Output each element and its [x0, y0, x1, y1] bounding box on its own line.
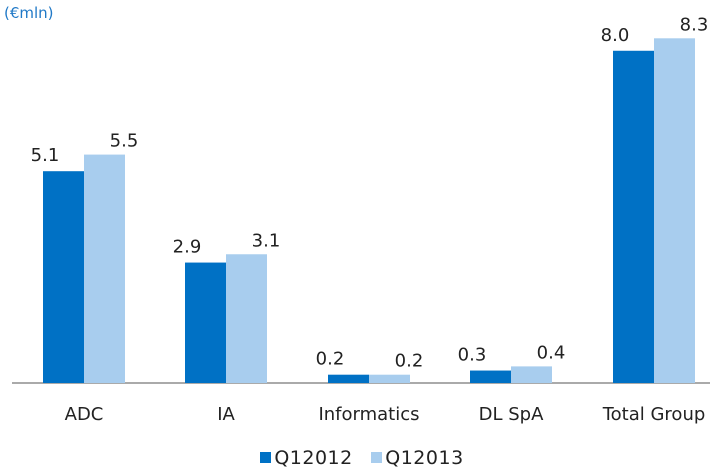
bar-adc-series1: [43, 171, 84, 383]
legend: Q12012 Q12013: [0, 446, 724, 469]
data-label-informatics-series1: 0.2: [316, 349, 345, 370]
legend-item-series1: Q12012: [260, 447, 352, 469]
unit-label: (€mln): [4, 4, 54, 22]
data-label-total-group-series1: 8.0: [601, 25, 630, 46]
data-label-total-group-series2: 8.3: [680, 14, 709, 35]
bar-ia-series2: [226, 254, 267, 383]
bar-total-group-series1: [613, 50, 654, 383]
bar-dl-spa-series1: [470, 370, 511, 383]
category-label-total-group: Total Group: [602, 404, 706, 425]
category-label-dl-spa: DL SpA: [479, 404, 544, 425]
bar-dl-spa-series2: [511, 366, 552, 383]
data-label-adc-series1: 5.1: [31, 145, 60, 166]
data-label-ia-series1: 2.9: [173, 237, 202, 258]
bar-informatics-series1: [328, 374, 369, 383]
category-label-adc: ADC: [65, 404, 104, 425]
bar-ia-series1: [185, 262, 226, 383]
legend-label-series1: Q12012: [274, 446, 353, 469]
bar-informatics-series2: [369, 374, 410, 383]
data-label-informatics-series2: 0.2: [395, 351, 424, 372]
bar-adc-series2: [84, 154, 125, 383]
data-label-dl-spa-series2: 0.4: [537, 342, 566, 363]
legend-swatch-series2: [371, 452, 383, 463]
legend-swatch-series1: [260, 452, 272, 463]
bar-chart: 5.1 5.5 ADC 2.9 3.1 IA 0.2 0.2 Informatics 0.3 0.4…: [12, 14, 710, 425]
data-label-dl-spa-series1: 0.3: [458, 345, 487, 366]
legend-label-series2: Q12013: [385, 446, 464, 469]
legend-item-series2: Q12013: [371, 447, 463, 469]
category-label-ia: IA: [217, 404, 235, 425]
data-label-adc-series2: 5.5: [110, 131, 139, 152]
bar-total-group-series2: [654, 38, 695, 384]
category-label-informatics: Informatics: [318, 404, 419, 425]
data-label-ia-series2: 3.1: [252, 230, 281, 251]
